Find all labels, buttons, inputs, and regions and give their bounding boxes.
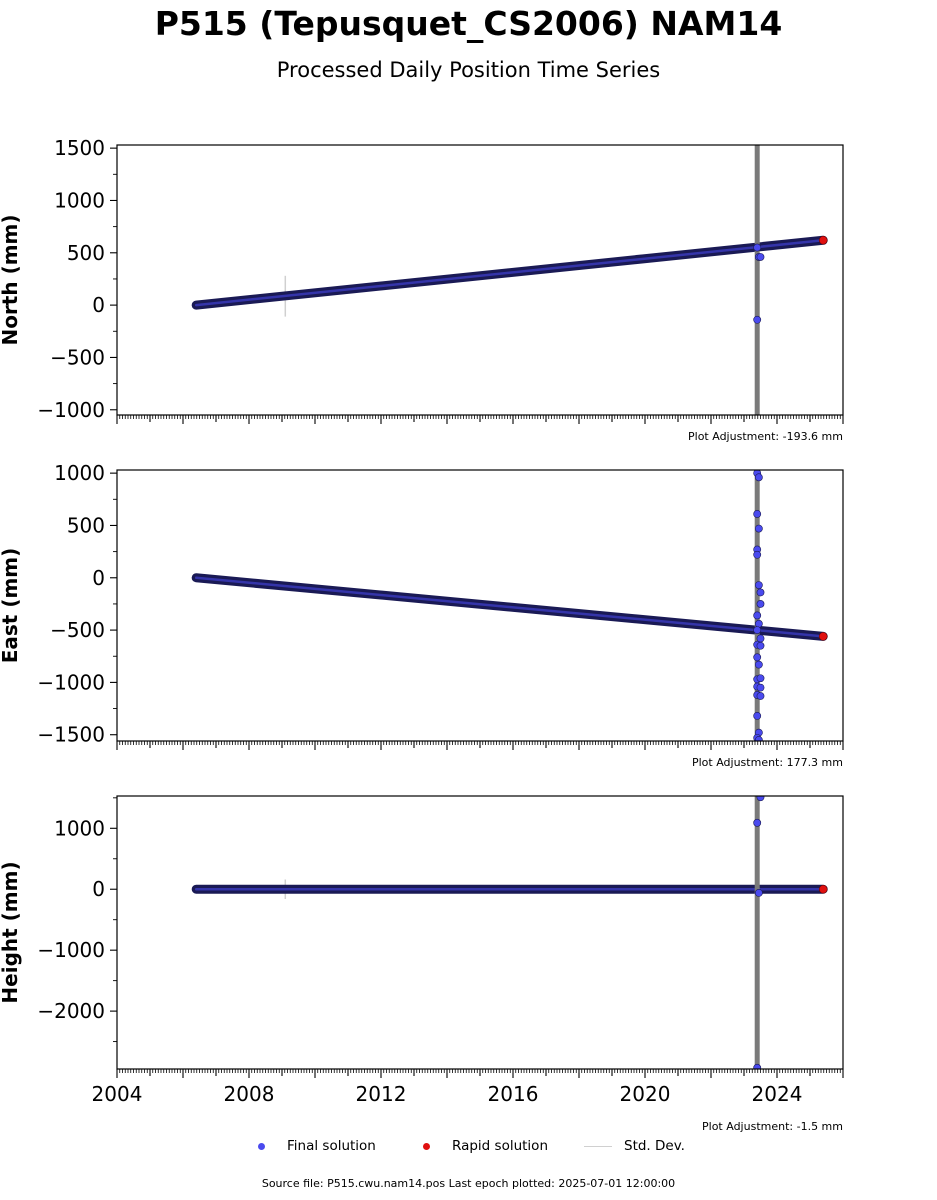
legend-item-rapid: Rapid solution: [423, 1138, 548, 1154]
legend-rapid-label: Rapid solution: [452, 1138, 548, 1154]
legend-final-label: Final solution: [287, 1138, 376, 1154]
final-solution-point: [754, 473, 763, 482]
final-solution-point: [756, 641, 765, 650]
final-solution-point: [753, 611, 762, 620]
x-tick-label: 2008: [224, 1082, 275, 1106]
source-info: Source file: P515.cwu.nam14.pos Last epo…: [261, 1177, 676, 1190]
final-solution-point: [753, 510, 762, 518]
final-solution-point: [756, 796, 765, 802]
final-solution-point: [754, 524, 763, 533]
y-tick-label: 1000: [54, 461, 105, 485]
y-tick-label: −1000: [37, 938, 105, 962]
y-axis-label: East (mm): [0, 548, 22, 664]
y-axis-label: North (mm): [0, 214, 22, 345]
plot-area: [191, 470, 828, 741]
y-tick-label: −1000: [37, 398, 105, 422]
y-tick-label: −2000: [37, 999, 105, 1023]
y-tick-label: −1500: [37, 723, 105, 747]
plot-adjustment-note: Plot Adjustment: 177.3 mm: [692, 756, 843, 769]
rapid-solution-point: [818, 884, 828, 894]
rapid-solution-point: [818, 235, 828, 245]
final-solution-point: [753, 653, 762, 662]
final-solution-point: [754, 888, 763, 897]
legend-stddev-label: Std. Dev.: [624, 1138, 685, 1154]
panel-0: −1000 −500 0 500 1000 1500 North (mm) Plot Adju…: [0, 136, 844, 443]
plot-frame: [116, 795, 844, 1070]
y-tick-label: 500: [67, 513, 105, 537]
y-tick-label: 500: [67, 241, 105, 265]
final-solution-point: [753, 243, 762, 252]
rapid-solution-point: [818, 632, 828, 641]
final-solution-point: [756, 600, 765, 608]
x-tick-label: 2004: [92, 1082, 143, 1106]
plot-area: [191, 145, 828, 415]
y-tick-label: 0: [92, 877, 105, 901]
final-solution-band-highlight: [194, 576, 825, 638]
final-solution-point: [754, 660, 763, 669]
x-tick-label: 2024: [752, 1082, 803, 1106]
final-solution-point: [753, 550, 762, 559]
chart-title: P515 (Tepusquet_CS2006) NAM14: [154, 4, 783, 43]
final-solution-point: [756, 683, 765, 692]
y-tick-label: 1000: [54, 188, 105, 212]
y-tick-label: 0: [92, 293, 105, 317]
panel-2: −2000 −1000 0 1000 2004 2008 2012 2016 2020 2024 H…: [0, 795, 844, 1133]
final-solution-point: [753, 818, 762, 827]
x-tick-label: 2016: [488, 1082, 539, 1106]
plot-adjustment-note: Plot Adjustment: -1.5 mm: [702, 1120, 843, 1133]
panel-1: −1500 −1000 −500 0 500 1000 East (mm) Plot Adju…: [0, 461, 844, 769]
final-solution-point: [754, 736, 763, 741]
plot-area: [191, 796, 828, 1069]
legend-item-final: Final solution: [258, 1138, 376, 1154]
legend-final-marker: [258, 1142, 265, 1150]
final-solution-band-highlight: [194, 238, 825, 307]
final-solution-point: [756, 588, 765, 597]
y-tick-label: −500: [50, 345, 105, 369]
x-tick-label: 2020: [620, 1082, 671, 1106]
x-tick-label: 2012: [356, 1082, 407, 1106]
final-solution-point: [756, 692, 765, 700]
final-solution-point: [753, 711, 762, 720]
y-tick-label: 1500: [54, 136, 105, 160]
final-solution-point: [756, 674, 765, 683]
legend-stddev-marker: [584, 1145, 612, 1147]
final-solution-point: [754, 581, 763, 589]
y-tick-label: −500: [50, 618, 105, 642]
chart-subtitle: Processed Daily Position Time Series: [276, 58, 661, 82]
legend-rapid-marker: [423, 1142, 430, 1150]
legend-item-stddev: Std. Dev.: [584, 1138, 685, 1154]
y-tick-label: 0: [92, 566, 105, 590]
final-solution-point: [753, 1063, 762, 1069]
y-tick-label: 1000: [54, 816, 105, 840]
y-tick-label: −1000: [37, 670, 105, 694]
plot-adjustment-note: Plot Adjustment: -193.6 mm: [688, 430, 843, 443]
final-solution-point: [753, 315, 762, 324]
final-solution-point: [753, 626, 762, 634]
final-solution-point: [756, 253, 765, 261]
y-axis-label: Height (mm): [0, 861, 22, 1003]
